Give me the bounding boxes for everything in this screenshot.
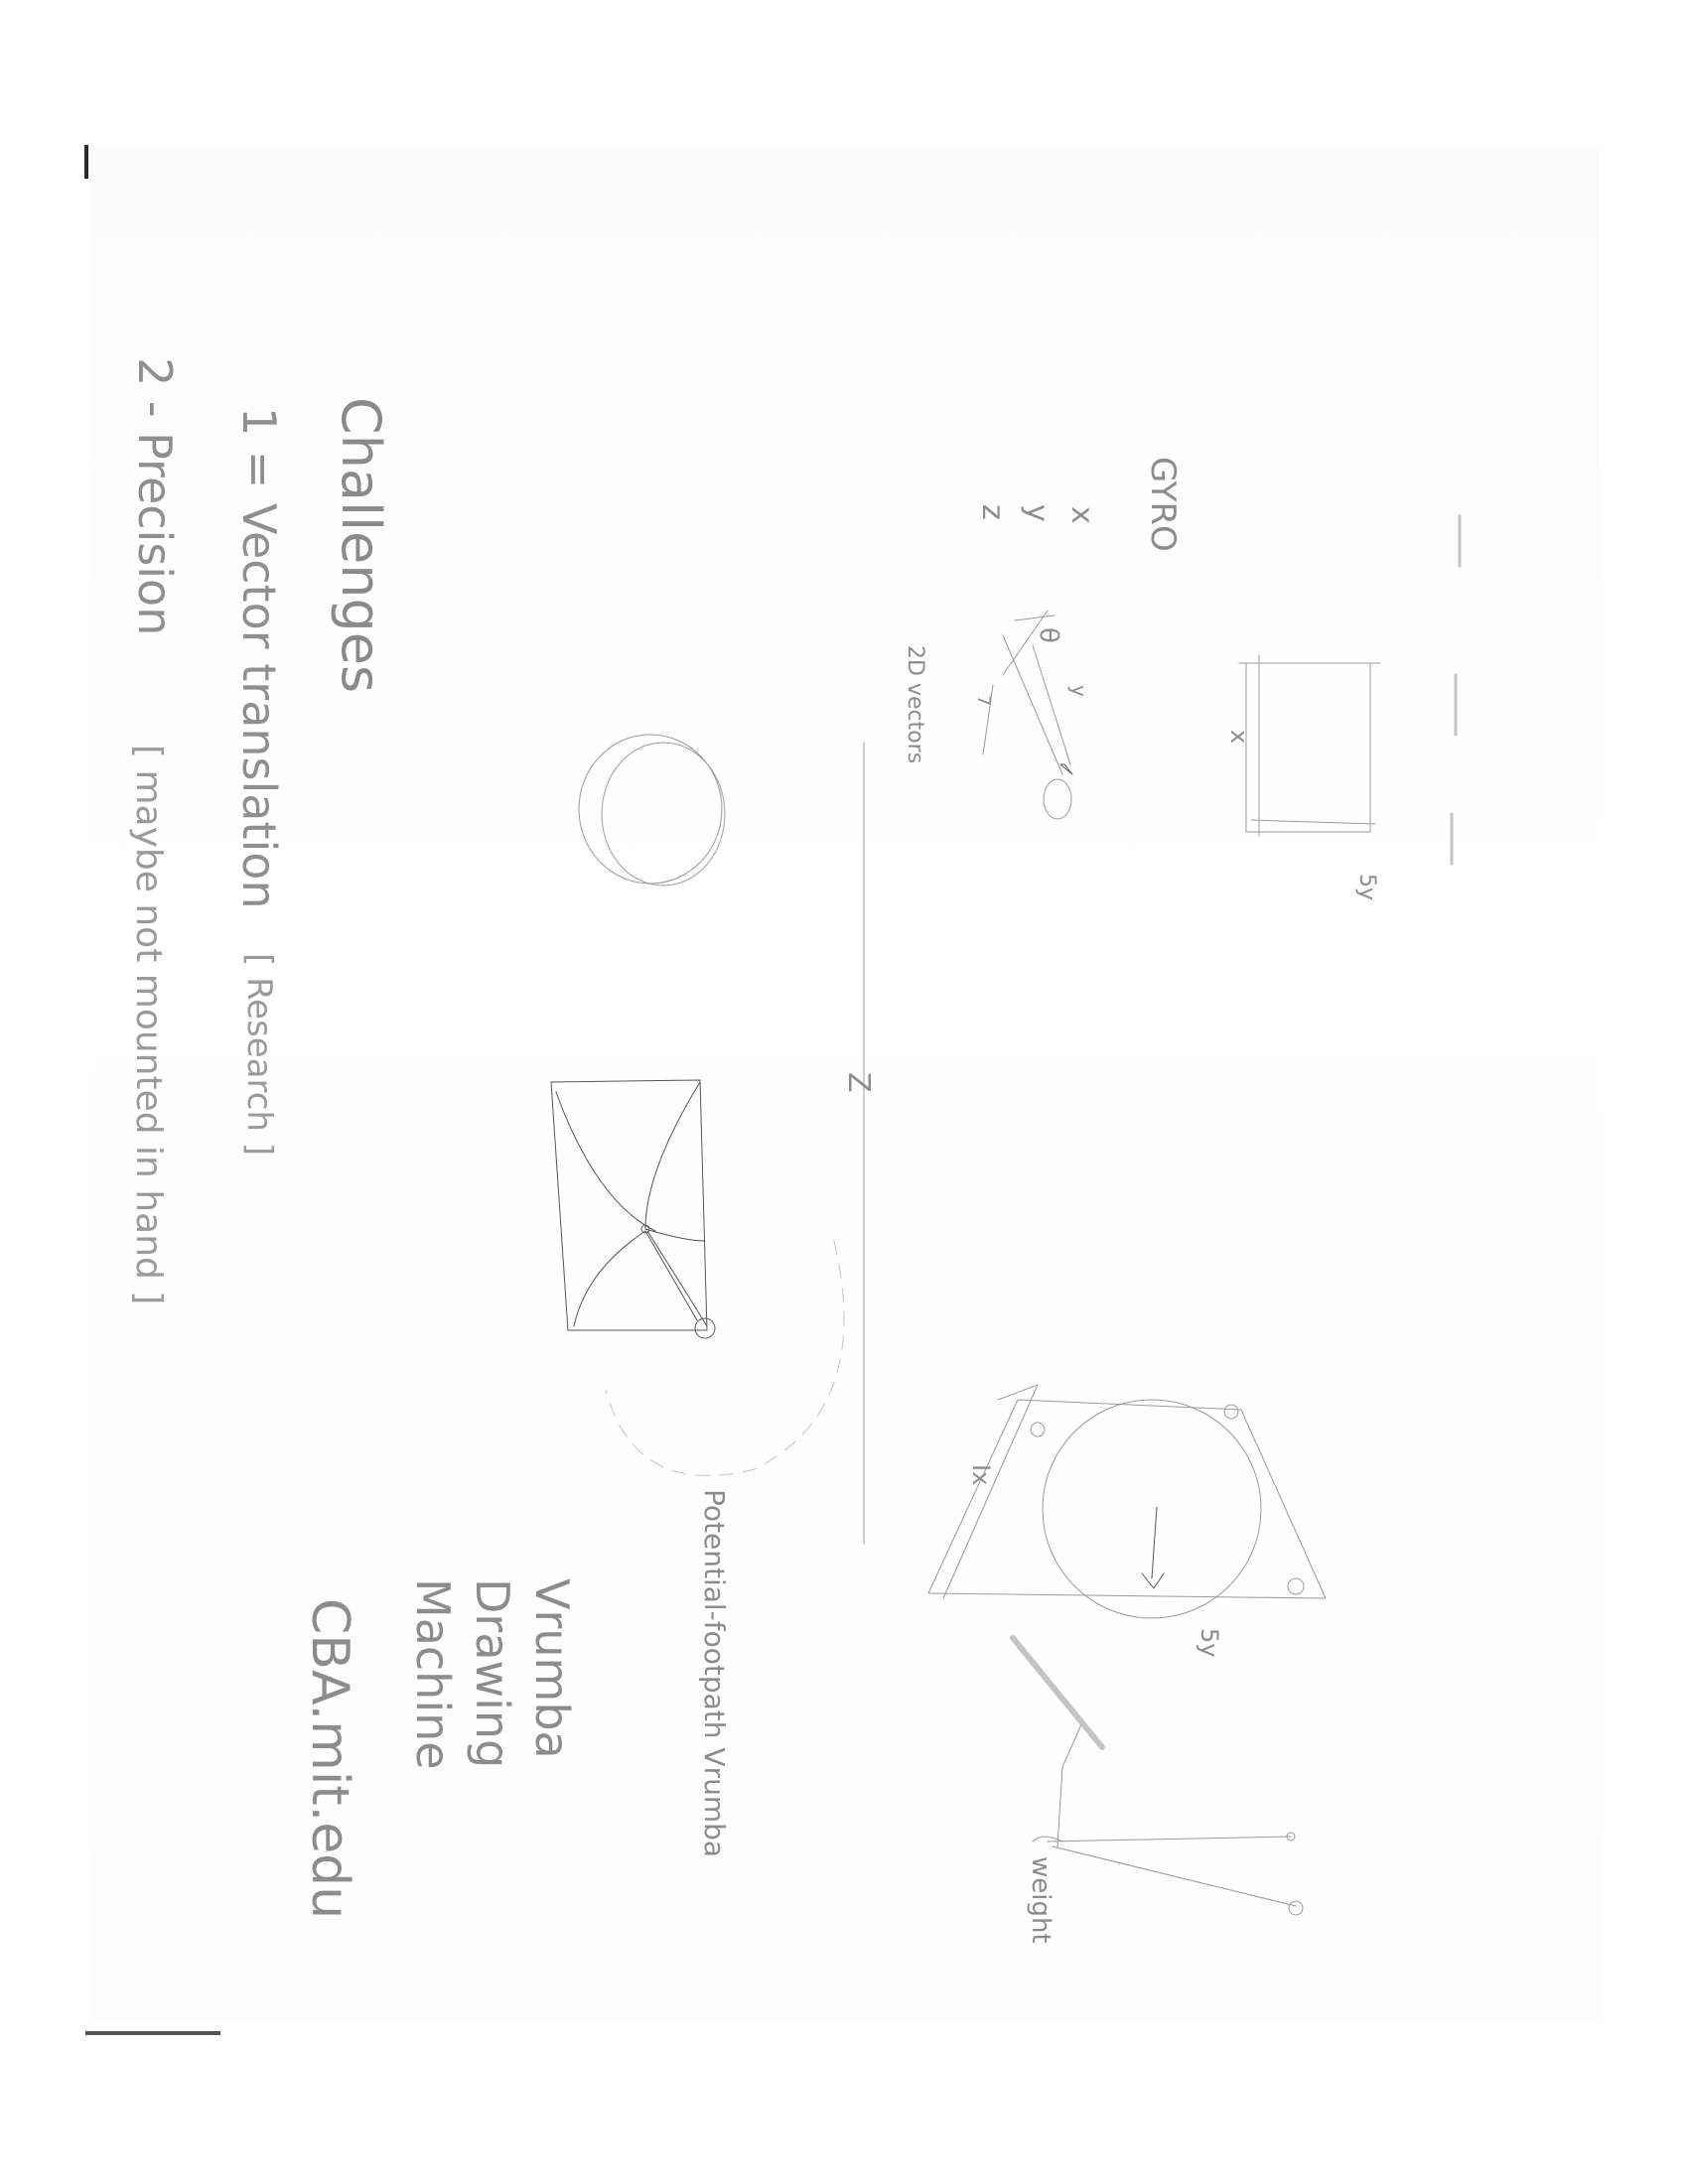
vrumba-labels: Potential-footpath Vrumba Vrumba Drawing… [300, 1489, 731, 1919]
challenge-item-1: 1 = Vector translation [232, 407, 286, 909]
challenge-item-1-note: [ Research ] [239, 953, 279, 1156]
vrumba-title-line3: Machine [406, 1578, 460, 1770]
vector-angle-label: θ [1034, 627, 1063, 643]
trapezoid-left-label: Ix [967, 1464, 995, 1485]
vector-small-label: y [1067, 685, 1091, 697]
gyro-label: GYRO [1143, 457, 1183, 552]
trapezoid-sketch: Ix 5y [927, 1384, 1327, 1657]
vrumba-title-line2: Drawing [466, 1578, 519, 1768]
weight-sketch: weight [1010, 1635, 1304, 1944]
gyro-axis-x: x [1064, 506, 1099, 524]
vector-seven-label: 7 [973, 695, 994, 706]
paper-surface [89, 147, 1599, 2023]
trapezoid-bottom-label: 5y [1196, 1628, 1223, 1657]
gyro-axis-z: z [975, 504, 1010, 520]
challenges-title: Challenges [330, 397, 392, 693]
potential-footpath-label: Potential-footpath Vrumba [698, 1489, 731, 1857]
box-side-x: x [1225, 730, 1253, 744]
divider-mark: Z [841, 1072, 876, 1093]
box-sketch: x 5y [1225, 654, 1381, 900]
gyro-axis-y: y [1020, 504, 1055, 522]
scan-edge-mark [84, 145, 88, 179]
vectors-label: 2D vectors [903, 645, 927, 763]
challenges-notes: Challenges 1 = Vector translation [ Rese… [128, 357, 392, 1304]
box-side-5y: 5y [1354, 874, 1379, 900]
weight-label: weight [1026, 1856, 1055, 1944]
circle-sketch [578, 734, 726, 887]
cba-site-label: CBA.mit.edu [300, 1598, 359, 1919]
challenge-item-2-note: [ maybe not mounted in hand ] [128, 745, 169, 1304]
gyro-section: GYRO x y z 2D vectors θ y 7 [903, 457, 1183, 820]
challenge-item-2: 2 - Precision [128, 357, 182, 635]
vector-origin-circle [1043, 778, 1072, 820]
scan-edge-mark [85, 2031, 220, 2035]
eraser-marks [1450, 514, 1462, 866]
divider: Z [841, 742, 876, 1545]
rectangle-sketch [550, 1079, 845, 1476]
vrumba-title-line1: Vrumba [525, 1578, 579, 1759]
